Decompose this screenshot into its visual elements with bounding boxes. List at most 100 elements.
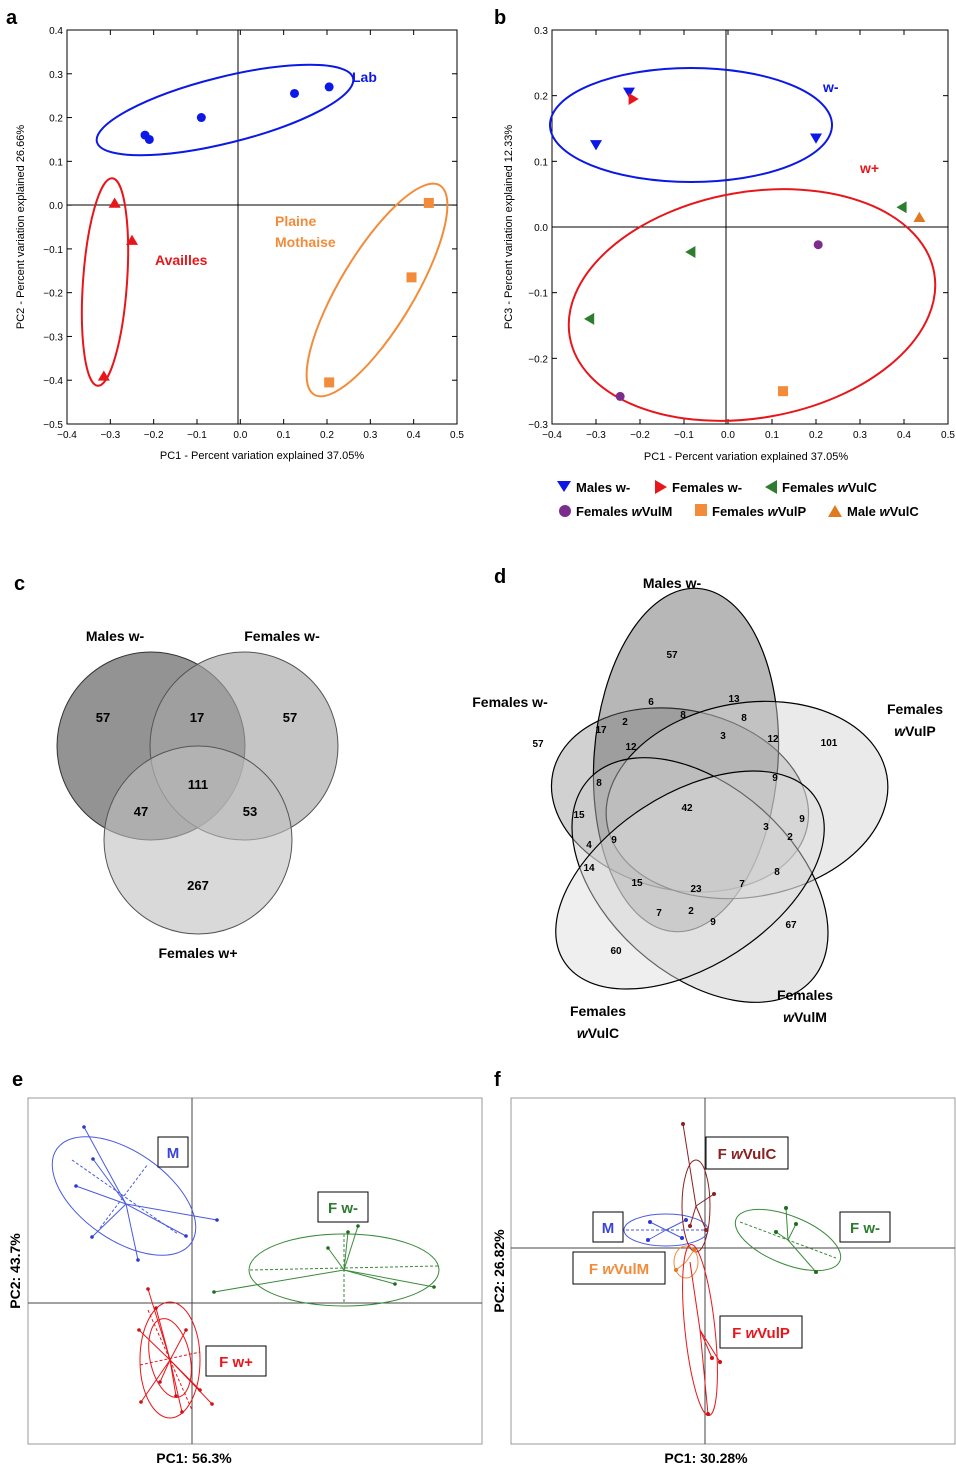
y-tick-label: 0.1	[49, 157, 63, 168]
venn-count: 17	[190, 710, 204, 725]
legend-marker-males-wminus	[557, 481, 571, 492]
data-point	[406, 272, 417, 283]
panel-c: c Males w- Females w- Females w+ 57 17 5…	[14, 573, 339, 961]
x-tick-label: 0.4	[897, 430, 911, 441]
y-tick-label: −0.4	[43, 376, 63, 387]
group-label-wplus: w+	[859, 160, 879, 176]
venn-label-females-wvulc-l2: wVulC	[577, 1025, 619, 1041]
group-label-fwvulp: F wVulP	[732, 1325, 790, 1342]
venn-count: 67	[785, 920, 797, 931]
group-label-m-f: M	[602, 1220, 615, 1237]
venn-count: 9	[611, 835, 617, 846]
venn-count: 6	[648, 697, 654, 708]
venn-label-females-wvulp-l2: wVulP	[894, 723, 936, 739]
venn-count: 3	[720, 731, 726, 742]
cluster-fwminus	[213, 1225, 440, 1307]
venn-count: 8	[741, 713, 747, 724]
cluster-f-points	[646, 1122, 818, 1416]
venn-count: 13	[728, 694, 740, 705]
x-tick-label: −0.1	[187, 430, 207, 441]
x-axis-label-b: PC1 - Percent variation explained 37.05%	[644, 451, 848, 463]
y-tick-label: −0.5	[43, 420, 63, 431]
cluster-m-points	[74, 1125, 219, 1262]
data-point	[623, 87, 635, 98]
data-point	[144, 134, 154, 144]
data-point	[108, 197, 121, 208]
data-point	[423, 197, 434, 208]
x-axis-label-a: PC1 - Percent variation explained 37.05%	[160, 450, 364, 462]
x-axis-label-e: PC1: 56.3%	[156, 1450, 232, 1466]
ellipse-availles	[80, 177, 130, 387]
group-box-m-f	[592, 1211, 624, 1243]
venn-label-males: Males w-	[643, 575, 702, 591]
venn-count: 2	[787, 832, 793, 843]
cluster-m	[51, 1126, 218, 1261]
legend-marker-females-wvulm	[559, 505, 571, 517]
x-tick-label: −0.2	[630, 430, 650, 441]
venn-circle-females-wplus	[103, 745, 293, 935]
venn-ellipse-females-wvulc	[555, 770, 825, 990]
legend-marker-male-wvulc	[828, 505, 842, 517]
legend-marker-females-wvulp	[695, 504, 707, 516]
cluster-m-f	[623, 1213, 709, 1247]
panel-e: e	[7, 1069, 483, 1466]
legend-label-females-wvulc: Females wVulC	[782, 480, 878, 495]
y-tick-label: −0.3	[528, 420, 548, 431]
ticks-b: −0.4 −0.3 −0.2 −0.1 0.0 0.1 0.2 0.3 0.4 0.50.30.2…	[528, 26, 955, 441]
venn-count: 4	[586, 840, 592, 851]
y-axis-label-b: PC3 - Percent variation explained 12.33%	[503, 125, 515, 329]
x-tick-label: 0.2	[809, 430, 823, 441]
x-tick-label: 0.2	[320, 430, 334, 441]
group-label-fwvulc: F wVulC	[718, 1146, 777, 1163]
panel-label-e: e	[12, 1069, 23, 1091]
legend-label-females-wvulp: Females wVulP	[712, 504, 807, 519]
x-tick-label: −0.3	[100, 430, 120, 441]
venn-count: 12	[625, 742, 637, 753]
data-point	[810, 133, 822, 144]
x-tick-label: 0.5	[450, 430, 464, 441]
ellipse-wminus	[549, 67, 833, 183]
venn-count: 101	[821, 738, 838, 749]
group-label-fwminus: F w-	[328, 1200, 358, 1217]
data-point	[290, 88, 299, 98]
venn-count: 60	[610, 946, 622, 957]
venn-count: 8	[680, 710, 686, 721]
venn-count: 2	[622, 717, 628, 728]
x-tick-label: 0.0	[233, 430, 247, 441]
cluster-fwvulm	[673, 1245, 699, 1279]
x-tick-label: −0.3	[586, 430, 606, 441]
y-axis-label-f: PC2: 26.82%	[491, 1229, 507, 1313]
group-box-fwplus	[205, 1345, 267, 1377]
data-point	[126, 234, 138, 245]
cluster-fwvulp	[682, 1243, 721, 1417]
venn-label-females-wvulp-l1: Females	[887, 701, 943, 717]
data-point	[97, 370, 110, 381]
venn-count: 8	[774, 867, 780, 878]
venn-count: 57	[532, 739, 544, 750]
y-tick-label: −0.2	[43, 289, 63, 300]
venn-count: 57	[283, 710, 297, 725]
venn-ellipse-females-wvulp	[605, 700, 889, 900]
panel-a: a −0.4 −0.3 −0.2 −0.1 0.0 0.1 0.2 0.3 0.4 0.5 0.4 0…	[6, 7, 464, 462]
group-label-mothaise: Mothaise	[275, 234, 336, 250]
data-point	[324, 377, 335, 388]
plot-frame-f	[510, 1097, 956, 1445]
cluster-fwminus-f	[734, 1207, 842, 1273]
venn-count: 47	[134, 804, 148, 819]
ticks-a: −0.4 −0.3 −0.2 −0.1 0.0 0.1 0.2 0.3 0.4 0.5 0.4 0.3…	[43, 26, 464, 441]
venn-label-males: Males w-	[86, 628, 145, 644]
data-point	[685, 245, 696, 258]
venn-label-females-wminus: Females w-	[244, 628, 320, 644]
x-axis-label-f: PC1: 30.28%	[664, 1450, 748, 1466]
group-label-fwplus: F w+	[219, 1354, 253, 1371]
data-point	[913, 211, 926, 222]
y-tick-label: −0.1	[528, 289, 548, 300]
ellipse-plaine-mothaise	[305, 182, 449, 398]
legend-marker-females-wvulc	[765, 480, 777, 494]
x-tick-label: 0.1	[277, 430, 291, 441]
y-tick-label: 0.0	[534, 223, 548, 234]
venn-count: 267	[187, 878, 209, 893]
legend-label-females-wvulm: Females wVulM	[576, 504, 672, 519]
